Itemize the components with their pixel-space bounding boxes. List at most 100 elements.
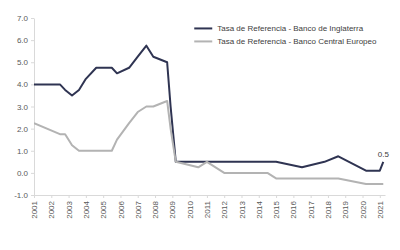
legend-swatch bbox=[194, 40, 212, 42]
legend-label: Tasa de Referencia - Banco de Inglaterra bbox=[217, 24, 363, 33]
x-tick: 2005 bbox=[99, 195, 108, 219]
legend-label: Tasa de Referencia - Banco Central Europ… bbox=[217, 37, 377, 46]
x-tick-mark bbox=[69, 195, 70, 198]
x-tick-label: 2021 bbox=[376, 200, 385, 218]
y-tick-mark bbox=[31, 107, 34, 108]
y-tick-mark bbox=[31, 151, 34, 152]
x-tick: 2008 bbox=[151, 195, 160, 219]
x-tick-mark bbox=[190, 195, 191, 198]
legend-swatch bbox=[194, 27, 212, 29]
x-tick: 2019 bbox=[341, 195, 350, 219]
y-tick-mark bbox=[31, 84, 34, 85]
x-tick-mark bbox=[311, 195, 312, 198]
series-line bbox=[34, 46, 383, 171]
y-tick-label: 4.0 bbox=[17, 80, 29, 89]
legend-item: Tasa de Referencia - Banco Central Europ… bbox=[194, 37, 377, 46]
x-tick: 2001 bbox=[30, 195, 39, 219]
x-tick-label: 2007 bbox=[134, 200, 143, 218]
x-tick-mark bbox=[120, 195, 121, 198]
x-tick-mark bbox=[103, 195, 104, 198]
x-tick-mark bbox=[276, 195, 277, 198]
legend: Tasa de Referencia - Banco de Inglaterra… bbox=[194, 24, 377, 46]
y-tick: 1.0 bbox=[17, 147, 34, 156]
y-tick: 7.0 bbox=[17, 14, 34, 23]
x-tick-label: 2008 bbox=[151, 200, 160, 218]
y-tick-label: 1.0 bbox=[17, 147, 29, 156]
x-tick: 2010 bbox=[186, 195, 195, 219]
x-tick-mark bbox=[345, 195, 346, 198]
plot-area bbox=[34, 46, 383, 184]
x-tick-label: 2020 bbox=[359, 200, 368, 218]
x-tick: 2016 bbox=[289, 195, 298, 219]
x-tick-label: 2019 bbox=[341, 200, 350, 218]
x-tick-mark bbox=[293, 195, 294, 198]
x-tick-label: 2012 bbox=[220, 200, 229, 218]
x-tick-mark bbox=[224, 195, 225, 198]
x-tick-label: 2006 bbox=[117, 200, 126, 218]
y-tick-label: 5.0 bbox=[17, 58, 29, 67]
y-tick: 5.0 bbox=[17, 58, 34, 67]
x-tick: 2006 bbox=[117, 195, 126, 219]
x-tick: 2017 bbox=[307, 195, 316, 219]
x-tick-label: 2013 bbox=[238, 200, 247, 218]
x-tick-mark bbox=[34, 195, 35, 198]
x-tick: 2011 bbox=[203, 195, 212, 218]
y-tick: -1.0 bbox=[14, 191, 34, 200]
x-axis-line bbox=[35, 195, 386, 196]
x-tick: 2012 bbox=[220, 195, 229, 219]
y-tick-mark bbox=[31, 18, 34, 19]
y-axis-line bbox=[34, 19, 35, 196]
x-tick: 2013 bbox=[238, 195, 247, 219]
x-tick: 2014 bbox=[255, 195, 264, 219]
x-tick-label: 2018 bbox=[324, 200, 333, 218]
legend-item: Tasa de Referencia - Banco de Inglaterra bbox=[194, 24, 363, 33]
y-tick-mark bbox=[31, 40, 34, 41]
y-tick: 6.0 bbox=[17, 36, 34, 45]
x-tick: 2020 bbox=[359, 195, 368, 219]
x-axis: 2001 2002 2003 2004 2005 2006 2007 2008 2009 2010… bbox=[30, 195, 385, 219]
y-tick: 4.0 bbox=[17, 80, 34, 89]
x-tick: 2018 bbox=[324, 195, 333, 219]
x-tick: 2003 bbox=[65, 195, 74, 219]
x-tick-mark bbox=[138, 195, 139, 198]
x-tick-label: 2016 bbox=[289, 200, 298, 218]
x-tick-mark bbox=[155, 195, 156, 198]
y-tick-mark bbox=[31, 129, 34, 130]
y-tick-mark bbox=[31, 195, 34, 196]
x-tick-label: 2014 bbox=[255, 200, 264, 218]
x-tick-mark bbox=[363, 195, 364, 198]
y-tick-label: 0.0 bbox=[17, 169, 29, 178]
x-tick-label: 2009 bbox=[168, 200, 177, 218]
y-tick-label: 6.0 bbox=[17, 36, 29, 45]
x-tick-label: 2011 bbox=[203, 200, 212, 218]
x-tick-mark bbox=[241, 195, 242, 198]
y-tick-label: 7.0 bbox=[17, 14, 29, 23]
chart: -1.0 0.0 1.0 2.0 3.0 4.0 5.0 6.0 7.0 2001 2002 2003… bbox=[0, 0, 400, 250]
y-tick-label: 3.0 bbox=[17, 103, 29, 112]
y-tick-label: 2.0 bbox=[17, 125, 29, 134]
annotation: 0.5 bbox=[378, 150, 390, 159]
x-tick-mark bbox=[207, 195, 208, 198]
y-tick: 0.0 bbox=[17, 169, 34, 178]
x-tick: 2009 bbox=[168, 195, 177, 219]
x-tick-mark bbox=[86, 195, 87, 198]
y-tick-label: -1.0 bbox=[14, 191, 28, 200]
y-tick-mark bbox=[31, 62, 34, 63]
y-tick: 2.0 bbox=[17, 125, 34, 134]
x-tick-mark bbox=[172, 195, 173, 198]
x-tick: 2007 bbox=[134, 195, 143, 219]
x-tick: 2021 bbox=[376, 195, 385, 219]
y-axis: -1.0 0.0 1.0 2.0 3.0 4.0 5.0 6.0 7.0 bbox=[14, 14, 34, 200]
y-tick-mark bbox=[31, 173, 34, 174]
x-tick-label: 2005 bbox=[99, 200, 108, 218]
x-tick-label: 2001 bbox=[30, 200, 39, 218]
x-tick-mark bbox=[51, 195, 52, 198]
x-tick-label: 2015 bbox=[272, 200, 281, 218]
x-tick-label: 2003 bbox=[65, 200, 74, 218]
x-tick: 2004 bbox=[82, 195, 91, 219]
x-tick: 2015 bbox=[272, 195, 281, 219]
x-tick-label: 2002 bbox=[47, 200, 56, 218]
x-tick-mark bbox=[259, 195, 260, 198]
x-tick-mark bbox=[328, 195, 329, 198]
y-tick: 3.0 bbox=[17, 103, 34, 112]
